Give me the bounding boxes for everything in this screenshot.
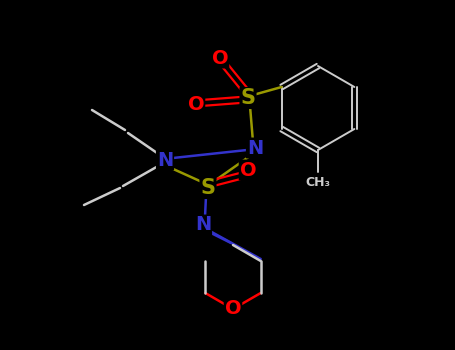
Text: O: O <box>225 300 241 318</box>
Text: N: N <box>157 150 173 169</box>
Text: O: O <box>187 96 204 114</box>
Text: O: O <box>212 49 228 68</box>
Text: O: O <box>240 161 256 180</box>
Text: N: N <box>247 139 263 158</box>
Text: CH₃: CH₃ <box>305 175 330 189</box>
Text: S: S <box>201 178 216 198</box>
Text: N: N <box>195 216 211 234</box>
Text: S: S <box>241 88 256 108</box>
